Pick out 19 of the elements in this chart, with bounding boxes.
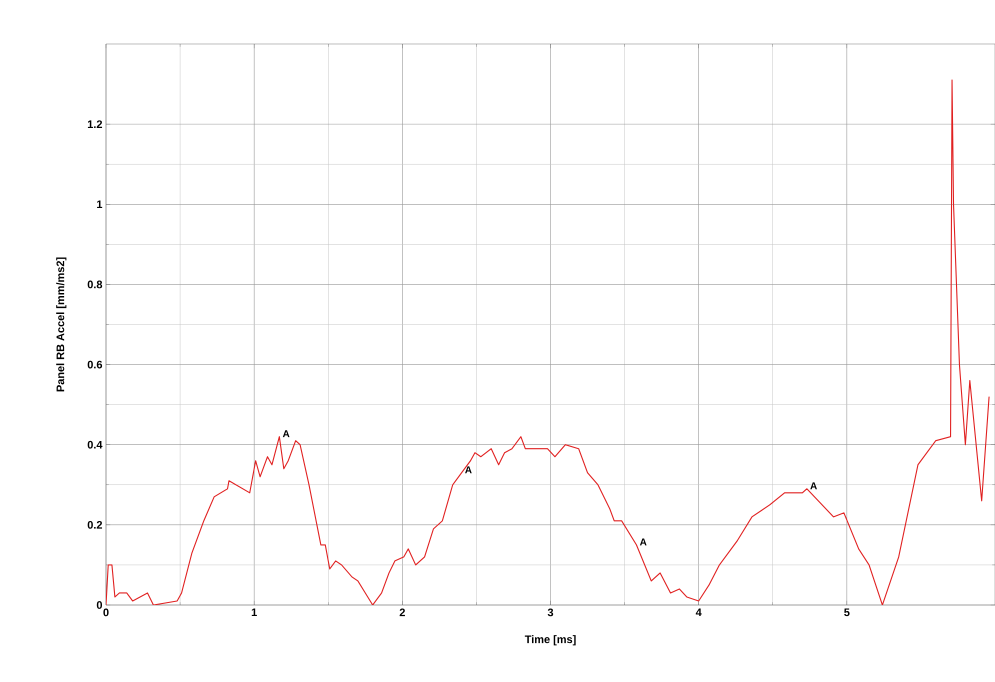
x-tick-label: 0	[103, 608, 109, 616]
y-tick-label: 0	[96, 601, 102, 609]
annotation: A	[465, 466, 472, 474]
x-tick-label: 3	[548, 608, 554, 616]
x-tick-label: 5	[844, 608, 850, 616]
y-tick-label: 0.6	[88, 360, 102, 368]
y-tick-label: 0.8	[88, 280, 102, 288]
x-tick-label: 4	[696, 608, 702, 616]
annotation: A	[282, 430, 290, 438]
annotation: A	[810, 482, 817, 490]
y-tick-label: 1	[97, 200, 102, 208]
y-axis-title: Panel RB Accel [mm/ms2]	[56, 258, 66, 392]
x-tick-label: 2	[400, 608, 405, 616]
annotation: A	[640, 538, 647, 546]
x-tick-label: 1	[252, 608, 257, 616]
x-axis-title: Time [ms]	[524, 635, 576, 646]
y-tick-label: 0.2	[88, 520, 102, 529]
y-tick-label: 1.2	[88, 120, 102, 128]
y-tick-label: 0.4	[88, 440, 102, 449]
